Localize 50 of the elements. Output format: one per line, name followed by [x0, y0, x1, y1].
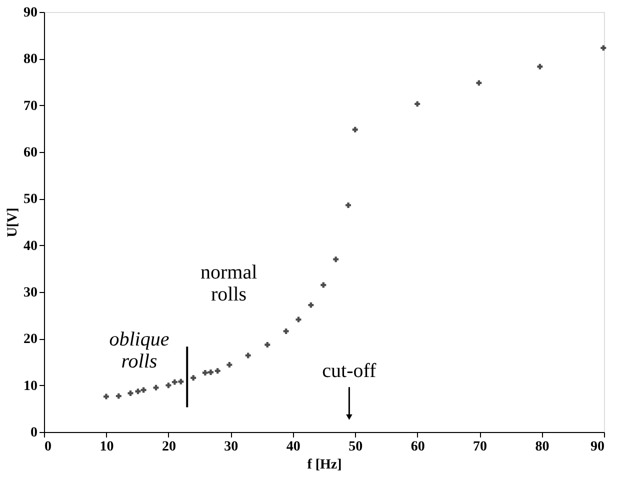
point [537, 64, 543, 70]
x-tick-label: 90 [590, 440, 604, 454]
point [226, 362, 232, 368]
point [600, 45, 606, 51]
point [190, 375, 196, 381]
y-tick-label: 20 [24, 332, 38, 348]
point [166, 382, 172, 388]
point [135, 388, 141, 394]
x-tick-label: 0 [44, 440, 52, 454]
x-tick-label: 40 [286, 440, 300, 454]
y-tick-label: 70 [24, 98, 38, 114]
y-tick-label: 50 [24, 192, 38, 208]
x-tick-label: 30 [224, 440, 238, 454]
point [172, 379, 178, 385]
x-tick-label: 70 [473, 440, 488, 454]
y-tick-label: 60 [24, 146, 38, 160]
point [264, 342, 270, 348]
y-tick-label: 0 [30, 426, 38, 440]
point [414, 101, 420, 107]
x-tick-label: 60 [410, 440, 425, 454]
annotation: cut-off [322, 360, 377, 382]
annotation: oblique rolls [109, 328, 170, 373]
x-tick-label: 10 [100, 440, 114, 454]
point [476, 80, 482, 86]
point [296, 316, 302, 322]
point [352, 126, 358, 132]
y-axis-title: U[V] [6, 208, 20, 238]
point [346, 202, 352, 208]
x-tick-label: 50 [348, 440, 363, 454]
x-tick-label: 80 [535, 440, 550, 454]
x-axis-title: f [Hz] [307, 458, 342, 472]
point [214, 368, 220, 374]
y-tick-label: 40 [24, 238, 38, 254]
point [103, 394, 109, 400]
y-tick-label: 30 [24, 286, 38, 300]
point [178, 378, 184, 384]
y-tick-label: 10 [24, 378, 38, 394]
y-tick-label: 80 [24, 52, 38, 68]
y-tick-label: 90 [24, 6, 38, 20]
point [202, 370, 208, 376]
annotation: normal rolls [200, 261, 258, 306]
point [245, 352, 251, 358]
point [153, 384, 159, 390]
point [308, 302, 314, 308]
point [128, 390, 134, 396]
point [116, 393, 122, 399]
point [283, 328, 289, 334]
point [208, 370, 214, 376]
x-tick-label: 20 [162, 440, 176, 454]
point [333, 256, 339, 262]
